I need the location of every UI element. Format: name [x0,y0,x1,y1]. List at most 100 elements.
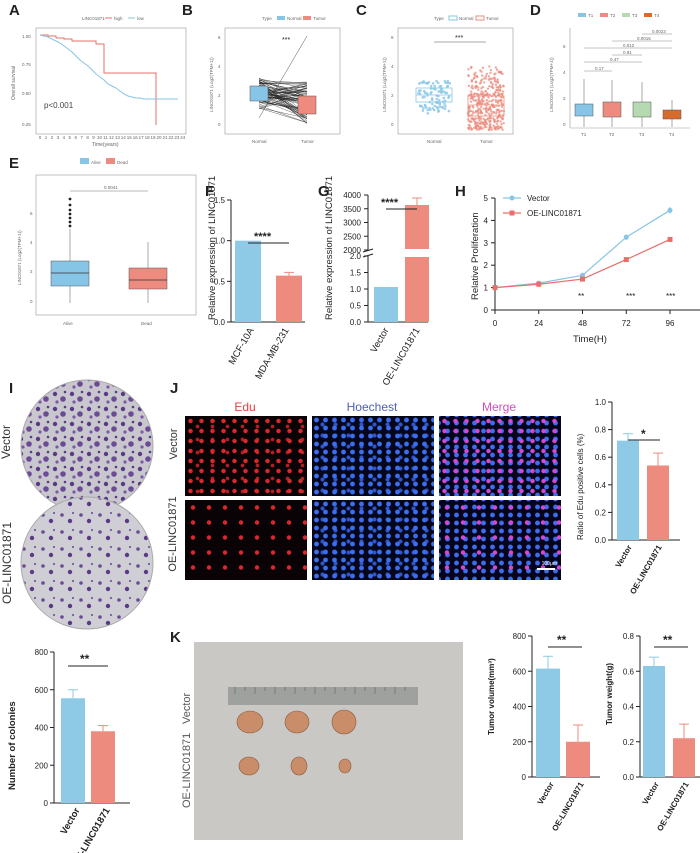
d-box-t4 [662,109,682,120]
panel-b-paired-boxplot: Type Normal Tumor LINC01871 (Log2(TPM+1)… [209,16,341,144]
y-tick-label: 3000 [343,219,361,228]
tumor [236,710,264,734]
kw-cat: OE-LINC01871 [655,780,691,833]
y-tick-label: 400 [513,703,527,712]
y-tick-label: 0 [522,773,527,782]
c-dot-normal [446,81,450,85]
panel-j-bar: Ratio of Edu positive cells (%) 0.0 0.2 0.… [576,398,680,596]
km-x-tick: 9 [92,135,95,140]
c-dot-normal [424,106,428,109]
km-x-tick: 22 [168,135,174,140]
c-dot-tumor [497,99,501,102]
c-dot-normal [426,112,430,115]
c-dot-tumor [485,101,489,104]
svg-text:T1: T1 [588,13,594,18]
d-ytick: 0 [563,122,566,127]
c-dot-tumor [495,108,499,111]
c-dot-tumor [482,99,485,103]
km-y-tick: 0.25 [22,122,31,127]
c-dot-tumor [489,123,492,126]
c-dot-tumor [474,81,478,84]
c-dot-tumor [491,98,495,102]
panel-letter-k: K [170,629,181,646]
c-dot-tumor [502,121,505,125]
e-ytick: 2 [30,269,33,274]
c-dot-tumor [494,66,498,69]
c-dot-tumor [489,71,492,75]
y-tick-label: 0 [44,799,49,808]
c-dot-tumor [490,112,493,116]
km-xlabel: Time(years) [92,142,119,148]
d-cat: T4 [669,132,675,137]
c-dot-tumor [477,88,480,92]
i-ylabel: Number of colonies [7,701,18,790]
bar-0 [536,668,560,777]
c-dot-normal [441,106,444,110]
b-ytick: 2 [218,93,221,98]
k-vol-ylabel: Tumor volume(mm³) [487,658,496,735]
c-dot-tumor [468,120,472,124]
y-tick-label: 200 [35,761,49,770]
panel-d-boxplot: T1 T2 T3 T4 LINC01871 (Log2(TPM+1)) 0 2 … [549,13,690,137]
c-dot-tumor [487,108,490,111]
svg-text:T2: T2 [610,13,616,18]
c-dot-tumor [479,69,482,72]
c-dot-tumor [485,126,488,129]
c-dot-normal [428,108,432,112]
tumor [290,756,308,776]
c-dot-normal [431,107,435,110]
c-dot-tumor [480,90,483,93]
c-dot-tumor [472,126,476,130]
bar-0 [61,698,85,803]
panel-c-boxplot: Type Normal Tumor LINC01871 (Log2(TPM+1)… [382,15,514,144]
c-dot-tumor [498,85,502,88]
tumor [331,709,357,735]
b-box-normal [249,85,269,102]
c-dot-tumor [483,126,486,129]
c-dot-normal [435,79,438,83]
panel-letter-j: J [170,380,179,397]
e-ytick: 0 [30,299,33,304]
bar-1 [647,465,669,540]
c-dot-tumor [496,101,500,105]
c-dot-tumor [488,77,492,80]
c-dot-normal [417,91,420,95]
panel-letter-g: G [318,183,330,200]
c-dot-tumor [490,128,493,131]
c-dot-tumor [496,78,499,81]
j-scale-label: 100μm [541,561,557,567]
d-pval: 0.0016 [637,36,651,41]
g-ylabel: Relative expression of LINC01871 [324,176,335,320]
c-dot-tumor [480,78,484,81]
c-dot-tumor [482,117,485,121]
c-dot-tumor [481,66,485,70]
b-pair-line [258,107,308,123]
d-cat: T1 [581,132,587,137]
j-scale-bar [537,568,555,570]
b-pair-line [258,35,308,119]
c-dot-tumor [467,123,470,127]
c-dot-tumor [496,117,499,120]
y-tick-label: 0.5 [214,277,226,286]
c-dot-tumor [474,125,478,128]
y-tick-label: 800 [35,648,49,657]
c-dot-tumor [479,109,483,112]
svg-text:Normal: Normal [459,16,474,21]
j-img-merge-vector [439,416,561,496]
y-tick-label: 0.8 [623,632,635,641]
panel-letter-b: B [182,2,193,19]
j-img-edu-vector [185,416,307,496]
c-dot-tumor [473,120,477,123]
b-ylabel: LINC01871 (Log2(TPM+1)) [209,57,214,112]
km-x-tick: 14 [121,135,127,140]
ruler [228,687,418,705]
c-dot-tumor [492,110,495,114]
c-dot-tumor [497,111,501,114]
c-dot-normal [433,104,437,108]
bar-1 [673,738,695,777]
svg-text:T4: T4 [654,13,660,18]
y-tick-label: 3500 [343,205,361,214]
km-x-tick: 19 [151,135,157,140]
e-legend: Alive Dead [80,158,128,165]
c-dot-tumor [488,120,491,124]
